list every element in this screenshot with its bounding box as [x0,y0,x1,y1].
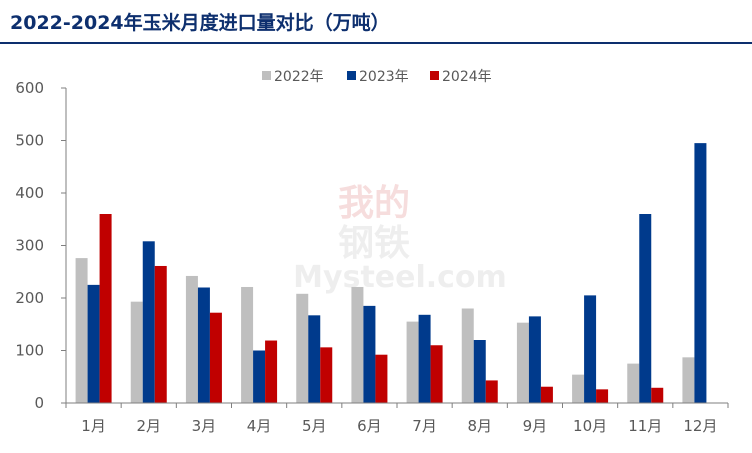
bar-2022年-8月 [461,308,474,403]
bar-2024年-11月 [651,387,664,403]
y-tick-label: 400 [15,184,44,202]
bar-2022年-1月 [75,258,88,403]
y-tick-label: 200 [15,289,44,307]
x-tick-label: 5月 [302,417,327,435]
bar-2023年-7月 [418,314,431,403]
bar-2023年-10月 [584,295,597,403]
bar-2022年-9月 [516,322,529,403]
bar-2022年-6月 [351,286,364,403]
legend-swatch [347,71,356,80]
x-tick-label: 1月 [81,417,106,435]
bar-2023年-6月 [363,305,376,403]
y-tick-label: 500 [15,132,44,150]
bar-2024年-6月 [375,354,388,403]
x-tick-label: 4月 [247,417,272,435]
bar-2024年-8月 [485,380,498,403]
bar-2024年-10月 [596,389,609,403]
watermark-line2: 钢铁 [338,223,410,264]
x-tick-label: 7月 [412,417,437,435]
bar-2024年-9月 [540,386,553,403]
y-tick-label: 0 [34,394,44,412]
watermark: 我的 钢铁 Mysteel.com [293,183,507,295]
bar-2023年-9月 [528,316,541,403]
x-tick-label: 9月 [523,417,548,435]
x-tick-label: 6月 [357,417,382,435]
x-axis: 1月 2月 3月 4月 5月 6月 7月 8月 9月 10月 11月 12月 [65,402,729,435]
x-tick-label: 10月 [573,417,607,435]
bar-2024年-3月 [209,312,222,403]
bar-2023年-3月 [197,287,210,403]
legend-label: 2024年 [442,69,492,85]
legend: 2022年 2023年 2024年 [262,69,492,85]
bar-2022年-4月 [241,286,254,403]
y-tick-label: 600 [15,79,44,97]
bar-2023年-12月 [694,143,707,403]
y-tick-label: 300 [15,237,44,255]
bar-2022年-10月 [572,374,585,403]
legend-swatch [262,71,271,80]
bar-2022年-5月 [296,293,309,403]
x-tick-label: 12月 [683,417,717,435]
bar-2024年-2月 [154,265,167,403]
legend-label: 2022年 [274,69,324,85]
bar-2024年-5月 [320,347,333,403]
bar-2023年-2月 [142,241,155,403]
bar-2023年-11月 [639,214,652,403]
x-tick-label: 11月 [628,417,662,435]
y-axis: 0 100 200 300 400 500 600 [15,79,67,412]
chart-title: 2022-2024年玉米月度进口量对比（万吨） [10,12,390,34]
y-tick-label: 100 [15,342,44,360]
title-underline [0,42,752,44]
bar-2022年-12月 [682,357,695,403]
x-tick-label: 8月 [467,417,492,435]
bar-2024年-4月 [265,340,278,403]
bar-2022年-11月 [627,363,640,403]
watermark-line1: 我的 [338,183,410,224]
bars [75,143,707,403]
bar-2024年-1月 [99,214,112,403]
bar-2024年-7月 [430,345,443,403]
bar-2023年-4月 [253,350,266,403]
bar-2023年-1月 [87,284,100,403]
x-tick-label: 3月 [192,417,217,435]
watermark-line3: Mysteel.com [293,260,507,295]
bar-2022年-3月 [185,275,198,403]
legend-label: 2023年 [359,69,409,85]
legend-swatch [430,71,439,80]
x-tick-label: 2月 [136,417,161,435]
bar-2022年-2月 [130,301,143,403]
bar-2022年-7月 [406,321,419,403]
bar-2023年-5月 [308,315,321,403]
bar-2023年-8月 [473,340,486,403]
